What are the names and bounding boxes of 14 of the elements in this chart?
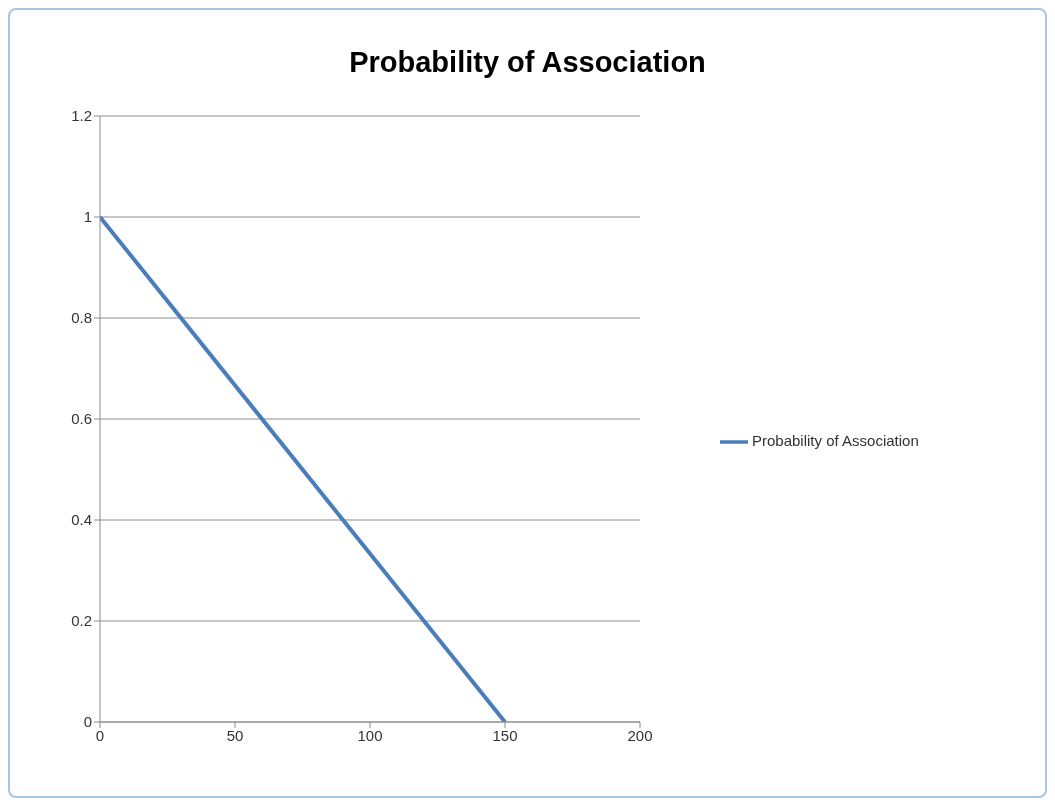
y-tick-label: 0.2 xyxy=(71,612,92,630)
x-tick-label: 100 xyxy=(357,726,383,744)
y-tick-label: 1.2 xyxy=(71,107,92,125)
x-tick-label: 200 xyxy=(627,726,653,744)
y-tick-label: 1 xyxy=(83,208,92,226)
x-tick-label: 150 xyxy=(492,726,518,744)
chart-title: Probability of Association xyxy=(348,46,707,80)
legend-label: Probability of Association xyxy=(752,431,919,449)
y-tick-label: 0.6 xyxy=(71,410,92,428)
y-tick-label: 0.8 xyxy=(71,309,92,327)
x-tick-label: 50 xyxy=(226,726,244,744)
x-tick-label: 0 xyxy=(95,726,105,744)
y-tick-label: 0.4 xyxy=(71,511,92,529)
y-tick-label: 0 xyxy=(83,713,92,731)
